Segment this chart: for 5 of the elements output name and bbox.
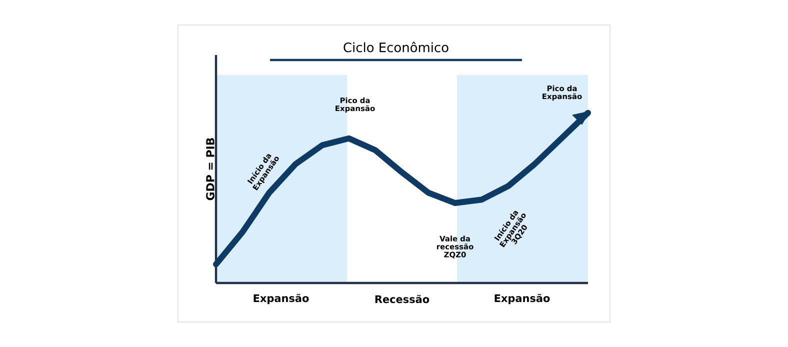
y-axis-title: GDP = PIB xyxy=(206,138,214,200)
text: Recessão xyxy=(375,294,430,304)
text: Expansão xyxy=(254,294,309,304)
chart-title: Ciclo Econômico xyxy=(344,42,448,52)
text: Expansão xyxy=(494,294,550,304)
